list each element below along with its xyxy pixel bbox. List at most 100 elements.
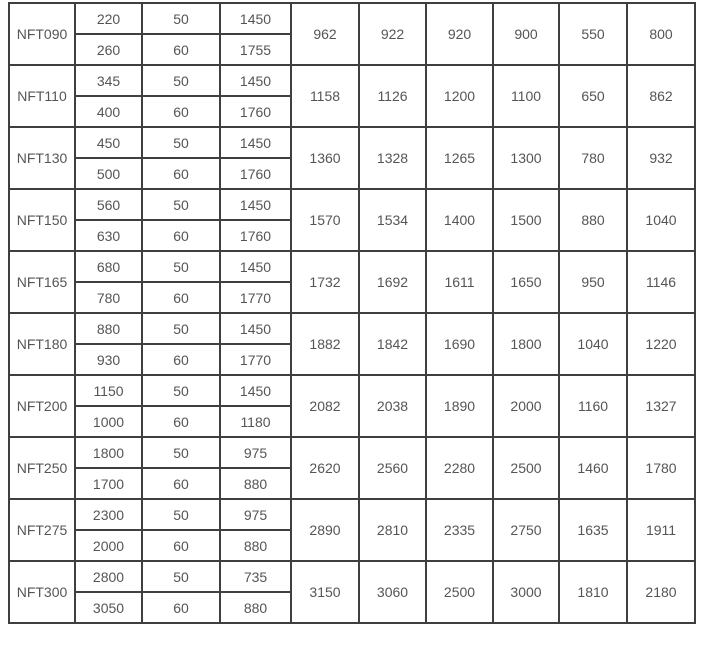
value-cell: 1146 [626,250,696,314]
value-cell: 880 [558,188,628,252]
value-cell: 1911 [626,498,696,562]
table-row: NFT130 450 50 1450 1360 1328 1265 1300 780 932 [8,126,696,190]
sub-cell: 1755 [219,33,292,66]
value-cell: 1460 [558,436,628,500]
table-row: 400 60 1760 [9,95,695,128]
value-cell: 2335 [425,498,494,562]
sub-cell: 560 [74,188,143,221]
sub-cell: 880 [219,529,292,562]
value-cell: 3060 [358,560,427,624]
value-cell: 1040 [558,312,628,376]
sub-cell: 1770 [219,281,292,314]
model-cell: NFT300 [8,560,76,624]
sub-cell: 2800 [74,560,143,593]
value-cell: 780 [558,126,628,190]
value-cell: 1040 [626,188,696,252]
value-cell: 1882 [290,312,360,376]
value-cell: 1360 [290,126,360,190]
sub-cell: 500 [74,157,143,190]
value-cell: 2810 [358,498,427,562]
value-cell: 1692 [358,250,427,314]
value-cell: 1327 [626,374,696,438]
sub-cell: 50 [141,436,221,469]
sub-cell: 50 [141,498,221,531]
value-cell: 2560 [358,436,427,500]
value-cell: 2750 [492,498,560,562]
sub-cell: 1760 [219,157,292,190]
table-row: 630 60 1760 [9,219,695,252]
sub-cell: 50 [141,64,221,97]
sub-cell: 2300 [74,498,143,531]
value-cell: 1300 [492,126,560,190]
sub-cell: 60 [141,95,221,128]
specs-table: NFT090 220 50 1450 962 922 920 900 550 800 260 60 17… [8,2,696,624]
value-cell: 1780 [626,436,696,500]
value-cell: 1200 [425,64,494,128]
sub-cell: 50 [141,560,221,593]
value-cell: 2082 [290,374,360,438]
sub-cell: 880 [74,312,143,345]
sub-cell: 3050 [74,591,143,624]
model-cell: NFT110 [8,64,76,128]
sub-cell: 60 [141,343,221,376]
value-cell: 1810 [558,560,628,624]
value-cell: 950 [558,250,628,314]
table-row: 500 60 1760 [9,157,695,190]
sub-cell: 1180 [219,405,292,438]
value-cell: 1650 [492,250,560,314]
sub-cell: 220 [74,2,143,35]
table-row: NFT090 220 50 1450 962 922 920 900 550 800 [8,2,696,66]
table-row: NFT200 1150 50 1450 2082 2038 1890 2000 1160 1327 [8,374,696,438]
value-cell: 1611 [425,250,494,314]
model-cell: NFT090 [8,2,76,66]
value-cell: 862 [626,64,696,128]
table-row: NFT180 880 50 1450 1882 1842 1690 1800 1040 1220 [8,312,696,376]
value-cell: 1400 [425,188,494,252]
value-cell: 2000 [492,374,560,438]
value-cell: 1534 [358,188,427,252]
sub-cell: 60 [141,33,221,66]
value-cell: 900 [492,2,560,66]
sub-cell: 2000 [74,529,143,562]
sub-cell: 630 [74,219,143,252]
model-cell: NFT130 [8,126,76,190]
sub-cell: 1450 [219,312,292,345]
value-cell: 550 [558,2,628,66]
sub-cell: 50 [141,188,221,221]
value-cell: 2500 [492,436,560,500]
sub-cell: 345 [74,64,143,97]
sub-cell: 735 [219,560,292,593]
sub-cell: 880 [219,467,292,500]
value-cell: 1800 [492,312,560,376]
value-cell: 922 [358,2,427,66]
sub-cell: 50 [141,2,221,35]
sub-cell: 1770 [219,343,292,376]
value-cell: 962 [290,2,360,66]
sub-cell: 1760 [219,219,292,252]
sub-cell: 60 [141,529,221,562]
model-cell: NFT150 [8,188,76,252]
value-cell: 1635 [558,498,628,562]
sub-cell: 50 [141,250,221,283]
value-cell: 1100 [492,64,560,128]
sub-cell: 60 [141,281,221,314]
table-row: NFT300 2800 50 735 3150 3060 2500 3000 1810 2180 [8,560,696,624]
table-row: 930 60 1770 [9,343,695,376]
table-row: NFT165 680 50 1450 1732 1692 1611 1650 950 1146 [8,250,696,314]
sub-cell: 450 [74,126,143,159]
value-cell: 3150 [290,560,360,624]
sub-cell: 50 [141,374,221,407]
sub-cell: 60 [141,405,221,438]
model-cell: NFT275 [8,498,76,562]
value-cell: 650 [558,64,628,128]
value-cell: 1220 [626,312,696,376]
sub-cell: 1450 [219,374,292,407]
sub-cell: 880 [219,591,292,624]
sub-cell: 975 [219,436,292,469]
table-body: NFT090 220 50 1450 962 922 920 900 550 800 260 60 17… [8,2,696,624]
value-cell: 1265 [425,126,494,190]
value-cell: 1842 [358,312,427,376]
model-cell: NFT250 [8,436,76,500]
value-cell: 1126 [358,64,427,128]
sub-cell: 60 [141,219,221,252]
